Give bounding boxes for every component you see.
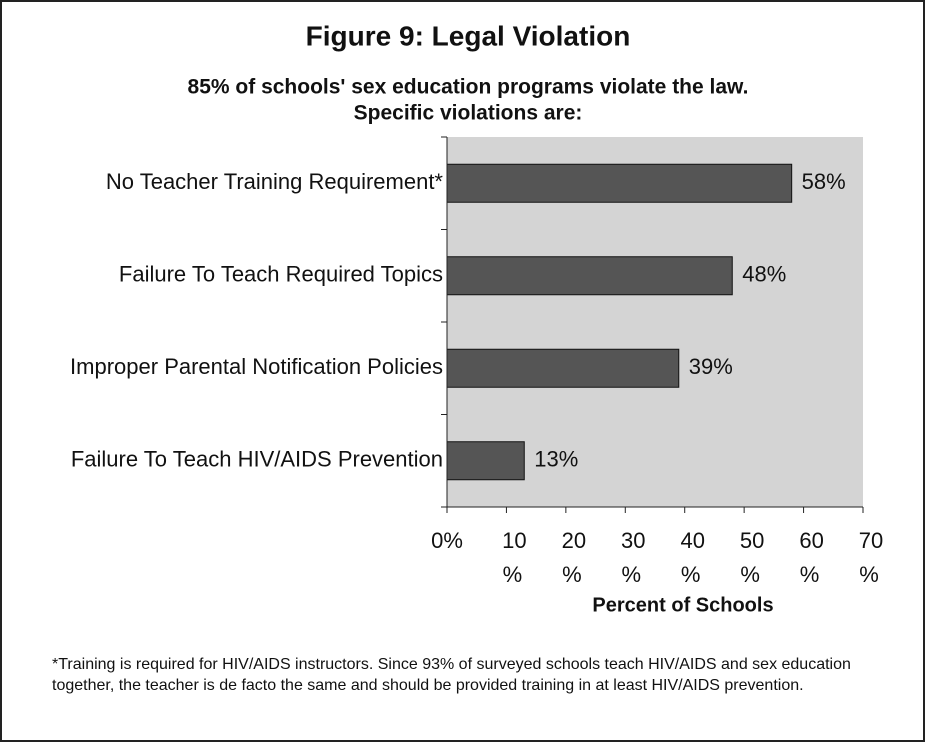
y-tick-label: No Teacher Training Requirement*	[106, 169, 444, 194]
value-label: 39%	[689, 354, 733, 379]
x-tick-label: 40%	[680, 528, 704, 587]
x-tick-label: 60%	[799, 528, 823, 587]
value-label: 58%	[802, 169, 846, 194]
y-tick-label: Failure To Teach HIV/AIDS Prevention	[71, 447, 443, 472]
x-tick-label: 50%	[740, 528, 764, 587]
footnote: *Training is required for HIV/AIDS instr…	[52, 656, 851, 694]
y-tick-label: Failure To Teach Required Topics	[119, 262, 443, 287]
bar	[446, 441, 525, 481]
chart-subtitle: Specific violations are:	[354, 102, 583, 125]
x-tick-label: 70%	[859, 528, 883, 587]
chart-title: Figure 9: Legal Violation	[306, 20, 631, 51]
x-tick-label: 20%	[562, 528, 586, 587]
value-label: 48%	[742, 262, 786, 287]
value-label: 13%	[534, 447, 578, 472]
x-tick-label: 0%	[431, 528, 463, 553]
bar	[446, 163, 793, 203]
x-tick-label: 10%	[502, 528, 526, 587]
y-tick-label: Improper Parental Notification Policies	[70, 354, 443, 379]
bar	[446, 256, 733, 296]
chart-subtitle: 85% of schools' sex education programs v…	[188, 76, 749, 99]
bar	[446, 348, 680, 388]
x-tick-label: 30%	[621, 528, 645, 587]
x-axis-title: Percent of Schools	[592, 594, 773, 616]
